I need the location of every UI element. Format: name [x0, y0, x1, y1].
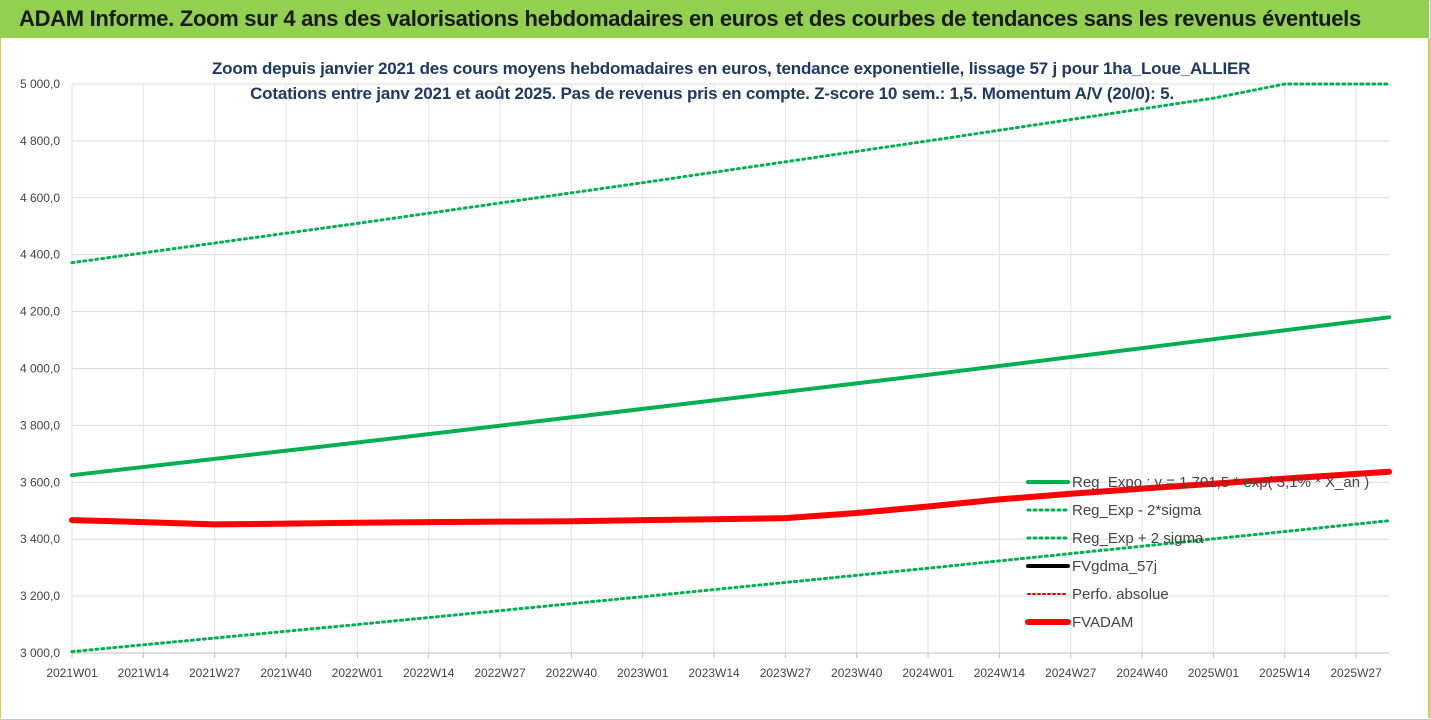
y-tick-label: 3 800,0: [20, 418, 60, 432]
legend: Reg_Expo : y = 1 701,5 * exp( 3,1% * X_a…: [1025, 474, 1369, 631]
x-tick-label: 2025W01: [1188, 666, 1240, 680]
legend-label: FVgdma_57j: [1072, 558, 1157, 575]
y-tick-label: 3 000,0: [20, 646, 60, 660]
legend-label: Perfo. absolue: [1072, 586, 1169, 603]
x-tick-label: 2023W40: [831, 666, 883, 680]
x-tick-label: 2023W14: [688, 666, 740, 680]
y-tick-label: 4 000,0: [20, 362, 60, 376]
chart-subtitle: Cotations entre janv 2021 et août 2025. …: [250, 84, 1174, 103]
x-tick-label: 2025W14: [1259, 666, 1311, 680]
y-tick-label: 3 600,0: [20, 475, 60, 489]
y-tick-label: 3 400,0: [20, 532, 60, 546]
y-axis: 3 000,0 3 200,0 3 400,0 3 600,0 3 800,0 4 000…: [20, 77, 60, 660]
legend-label: Reg_Exp + 2 sigma: [1072, 530, 1204, 547]
x-tick-label: 2024W01: [902, 666, 954, 680]
y-tick-label: 4 800,0: [20, 134, 60, 148]
report-title: ADAM Informe. Zoom sur 4 ans des valoris…: [19, 6, 1361, 31]
series-line-2: [70, 519, 1391, 654]
x-tick-label: 2021W01: [46, 666, 98, 680]
report-banner: ADAM Informe. Zoom sur 4 ans des valoris…: [0, 0, 1429, 38]
x-tick-label: 2021W40: [260, 666, 312, 680]
border-right: [1428, 38, 1430, 718]
legend-label: Reg_Expo : y = 1 701,5 * exp( 3,1% * X_a…: [1072, 474, 1369, 491]
x-tick-label: 2021W27: [189, 666, 241, 680]
x-tick-label: 2023W27: [760, 666, 812, 680]
x-tick-label: 2023W01: [617, 666, 669, 680]
x-tick-label: 2024W27: [1045, 666, 1097, 680]
y-tick-label: 4 400,0: [20, 248, 60, 262]
legend-label: Reg_Exp - 2*sigma: [1072, 502, 1202, 519]
x-tick-label: 2022W01: [332, 666, 384, 680]
y-tick-label: 4 600,0: [20, 191, 60, 205]
x-tick-label: 2022W40: [546, 666, 598, 680]
series-line-1: [70, 315, 1391, 478]
chart-title: Zoom depuis janvier 2021 des cours moyen…: [212, 59, 1251, 78]
series-line-6: [69, 468, 1392, 528]
series-line-3: [70, 82, 1391, 265]
y-tick-label: 4 200,0: [20, 305, 60, 319]
x-tick-label: 2025W27: [1330, 666, 1382, 680]
x-axis: 2021W01 2021W14 2021W27 2021W40 2022W01 2022W…: [46, 652, 1389, 680]
border-left: [0, 38, 1, 718]
x-tick-label: 2022W27: [474, 666, 526, 680]
x-tick-label: 2024W14: [974, 666, 1026, 680]
y-tick-label: 5 000,0: [20, 77, 60, 91]
x-tick-label: 2022W14: [403, 666, 455, 680]
x-tick-label: 2021W14: [118, 666, 170, 680]
legend-label: FVADAM: [1072, 614, 1133, 631]
y-tick-label: 3 200,0: [20, 589, 60, 603]
series-lines: [69, 82, 1392, 654]
x-tick-label: 2024W40: [1116, 666, 1168, 680]
chart-title-block: Zoom depuis janvier 2021 des cours moyen…: [212, 56, 1251, 106]
